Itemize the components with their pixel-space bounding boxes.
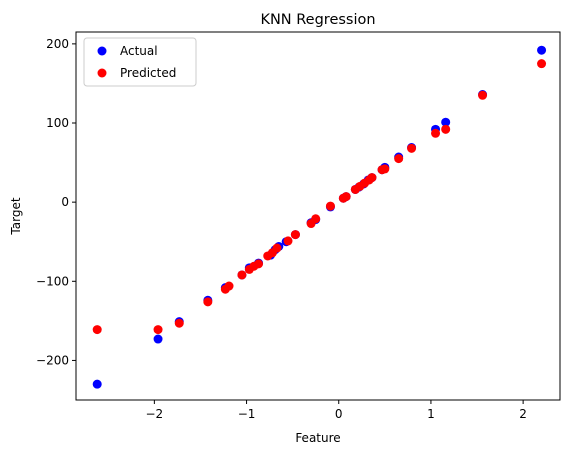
legend: Actual Predicted	[83, 37, 197, 87]
x-tick-label: 0	[335, 407, 343, 421]
y-tick-label: 100	[46, 116, 69, 130]
actual-legend-label: Actual	[120, 44, 158, 58]
predicted-point	[153, 325, 163, 335]
y-axis-title: Target	[9, 197, 23, 235]
y-tick-label: −200	[36, 353, 69, 367]
predicted-point	[478, 90, 488, 100]
y-axis: −200 −100 0 100 200	[36, 37, 76, 367]
x-tick-label: −1	[238, 407, 256, 421]
predicted-point	[431, 128, 441, 138]
predicted-point	[237, 270, 247, 280]
predicted-point	[394, 154, 404, 164]
predicted-point	[441, 124, 451, 134]
predicted-point	[367, 173, 377, 183]
predicted-point	[407, 143, 417, 153]
y-tick-label: 0	[61, 195, 69, 209]
x-tick-label: 2	[519, 407, 527, 421]
predicted-point	[537, 59, 547, 69]
predicted-point	[254, 259, 264, 269]
chart-title: KNN Regression	[260, 12, 375, 28]
predicted-point	[203, 297, 213, 307]
x-axis-title: Feature	[295, 431, 340, 445]
actual-point	[441, 117, 451, 127]
predicted-point	[341, 192, 351, 202]
plot-frame	[75, 31, 561, 401]
y-tick-label: 200	[46, 37, 69, 51]
predicted-point	[290, 230, 300, 240]
actual-legend-marker	[97, 46, 107, 56]
predicted-point	[224, 281, 234, 291]
plot-points	[92, 45, 547, 389]
actual-point	[92, 379, 102, 389]
actual-point	[153, 334, 163, 344]
predicted-legend-label: Predicted	[120, 66, 176, 80]
predicted-point	[92, 325, 102, 335]
legend-box	[83, 37, 197, 87]
predicted-point	[380, 164, 390, 174]
predicted-point	[283, 236, 293, 246]
x-tick-label: 1	[427, 407, 435, 421]
x-axis: −2 −1 0 1 2	[146, 400, 527, 421]
actual-point	[537, 45, 547, 55]
predicted-point	[174, 318, 184, 328]
predicted-point	[272, 243, 282, 253]
predicted-legend-marker	[97, 68, 107, 78]
predicted-point	[311, 214, 321, 224]
predicted-point	[325, 201, 335, 211]
x-tick-label: −2	[146, 407, 164, 421]
y-tick-label: −100	[36, 274, 69, 288]
